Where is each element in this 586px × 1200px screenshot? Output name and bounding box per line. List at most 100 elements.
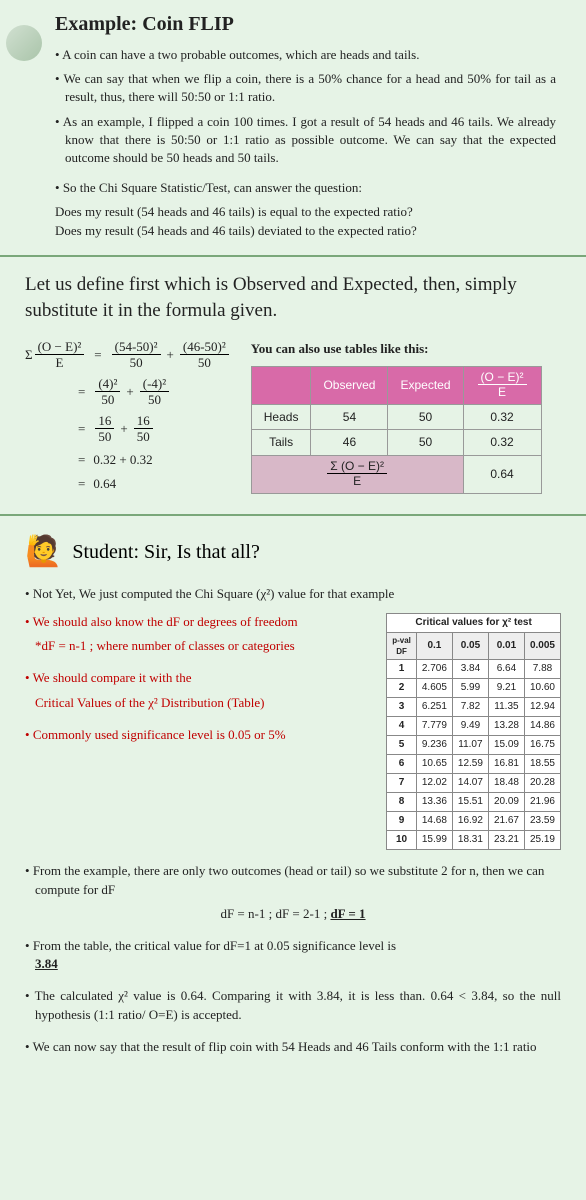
crit-header-cell: p-valDF bbox=[387, 633, 417, 660]
cell: 9.49 bbox=[452, 717, 488, 736]
calc-line-2: = (4)²50 + (-4)²50 bbox=[25, 377, 231, 408]
cell: 46 bbox=[311, 430, 388, 456]
p1: Not Yet, We just computed the Chi Square… bbox=[25, 585, 561, 603]
student-icon: 🙋 bbox=[25, 531, 62, 573]
page-title: Example: Coin FLIP bbox=[55, 10, 556, 38]
cell: 18.55 bbox=[524, 755, 560, 774]
df-and-table: We should also know the dF or degrees of… bbox=[25, 613, 561, 850]
equals: = bbox=[78, 451, 85, 469]
p2b: *dF = n-1 ; where number of classes or c… bbox=[25, 637, 371, 655]
cell: 5 bbox=[387, 736, 417, 755]
cell: 14.86 bbox=[524, 717, 560, 736]
plus: + bbox=[126, 383, 133, 401]
formula-result: dF = 1 bbox=[330, 906, 365, 921]
cell: 10 bbox=[387, 831, 417, 850]
cell: 0.64 bbox=[463, 456, 541, 494]
cell: 12.02 bbox=[416, 774, 452, 793]
left-bullets: We should also know the dF or degrees of… bbox=[25, 613, 371, 758]
cell: 12.59 bbox=[452, 755, 488, 774]
sum-val: 0.32 + 0.32 bbox=[93, 451, 152, 469]
cell: 20.09 bbox=[488, 793, 524, 812]
cell: 15.99 bbox=[416, 831, 452, 850]
cell: 4 bbox=[387, 717, 417, 736]
d: 50 bbox=[98, 392, 117, 408]
cell: 0.32 bbox=[463, 430, 541, 456]
crit-header-cell: 0.1 bbox=[416, 633, 452, 660]
cell: 15.51 bbox=[452, 793, 488, 812]
cell: 13.36 bbox=[416, 793, 452, 812]
equals: = bbox=[78, 383, 85, 401]
blank-header bbox=[251, 367, 311, 405]
critical-values-table: p-valDF0.10.050.010.005 12.7063.846.647.… bbox=[386, 632, 561, 850]
cell: 10.60 bbox=[524, 679, 560, 698]
table-row: 24.6055.999.2110.60 bbox=[387, 679, 561, 698]
cell: 8 bbox=[387, 793, 417, 812]
equals: = bbox=[78, 420, 85, 438]
cell: 2.706 bbox=[416, 660, 452, 679]
calc-area: Σ (O − E)² E = (54-50)²50 + (46-50)²50 =… bbox=[25, 340, 561, 499]
c2: From the table, the critical value for d… bbox=[25, 937, 561, 973]
student-section: 🙋 Student: Sir, Is that all? Not Yet, We… bbox=[0, 516, 586, 1085]
table-row: 914.6816.9221.6723.59 bbox=[387, 812, 561, 831]
cell: 3 bbox=[387, 698, 417, 717]
cell: 50 bbox=[388, 430, 463, 456]
bullet-3: As an example, I flipped a coin 100 time… bbox=[55, 113, 556, 168]
c1: From the example, there are only two out… bbox=[25, 862, 561, 898]
n: 16 bbox=[95, 414, 114, 429]
row-label: Heads bbox=[251, 404, 311, 430]
cell: 23.59 bbox=[524, 812, 560, 831]
cell: 12.94 bbox=[524, 698, 560, 717]
d: E bbox=[495, 385, 509, 399]
plus: + bbox=[120, 420, 127, 438]
obs-header: Observed bbox=[311, 367, 388, 405]
cell: 16.81 bbox=[488, 755, 524, 774]
table-row: 610.6512.5916.8118.55 bbox=[387, 755, 561, 774]
d: 50 bbox=[195, 355, 214, 371]
cell: 5.99 bbox=[452, 679, 488, 698]
table-row: 712.0214.0718.4820.28 bbox=[387, 774, 561, 793]
table-row: Tails 46 50 0.32 bbox=[251, 430, 541, 456]
cell: 6.64 bbox=[488, 660, 524, 679]
c3: The calculated χ² value is 0.64. Compari… bbox=[25, 987, 561, 1023]
cell: 50 bbox=[388, 404, 463, 430]
calc-steps: Σ (O − E)² E = (54-50)²50 + (46-50)²50 =… bbox=[25, 340, 231, 499]
cell: 11.07 bbox=[452, 736, 488, 755]
n: (46-50)² bbox=[180, 340, 229, 355]
cell: 9 bbox=[387, 812, 417, 831]
conclusion-2: From the table, the critical value for d… bbox=[25, 937, 561, 973]
cell: 6 bbox=[387, 755, 417, 774]
cell: 20.28 bbox=[524, 774, 560, 793]
equals: = bbox=[94, 346, 101, 364]
bullet-1: A coin can have a two probable outcomes,… bbox=[55, 46, 556, 64]
d: 50 bbox=[127, 355, 146, 371]
student-header: 🙋 Student: Sir, Is that all? bbox=[25, 531, 561, 573]
c2-value: 3.84 bbox=[35, 956, 58, 971]
p3b: Critical Values of the χ² Distribution (… bbox=[25, 694, 371, 712]
p4: Commonly used significance level is 0.05… bbox=[25, 726, 371, 744]
chi-header: (O − E)² E bbox=[463, 367, 541, 405]
crit-title: Critical values for χ² test bbox=[386, 613, 561, 632]
calc-title: Let us define first which is Observed an… bbox=[25, 272, 561, 325]
d: E bbox=[350, 474, 364, 488]
n: Σ (O − E)² bbox=[327, 460, 387, 474]
cell: 54 bbox=[311, 404, 388, 430]
calc-section: Let us define first which is Observed an… bbox=[0, 255, 586, 516]
cell: 10.65 bbox=[416, 755, 452, 774]
table-row: 813.3615.5120.0921.96 bbox=[387, 793, 561, 812]
decorative-circle bbox=[6, 25, 42, 61]
cell: 2 bbox=[387, 679, 417, 698]
cell: 7.779 bbox=[416, 717, 452, 736]
equals: = bbox=[78, 475, 85, 493]
n: (-4)² bbox=[140, 377, 169, 392]
cell: 9.21 bbox=[488, 679, 524, 698]
calc-line-4: = 0.32 + 0.32 bbox=[25, 451, 231, 469]
crit-header-cell: 0.01 bbox=[488, 633, 524, 660]
cell: 15.09 bbox=[488, 736, 524, 755]
calc-line-3: = 1650 + 1650 bbox=[25, 414, 231, 445]
frac-den: E bbox=[52, 355, 66, 371]
cell: 14.07 bbox=[452, 774, 488, 793]
n: (O − E)² bbox=[478, 371, 527, 385]
calc-line-1: Σ (O − E)² E = (54-50)²50 + (46-50)²50 bbox=[25, 340, 231, 371]
d: 50 bbox=[134, 429, 153, 445]
sum-label: Σ (O − E)² E bbox=[251, 456, 463, 494]
